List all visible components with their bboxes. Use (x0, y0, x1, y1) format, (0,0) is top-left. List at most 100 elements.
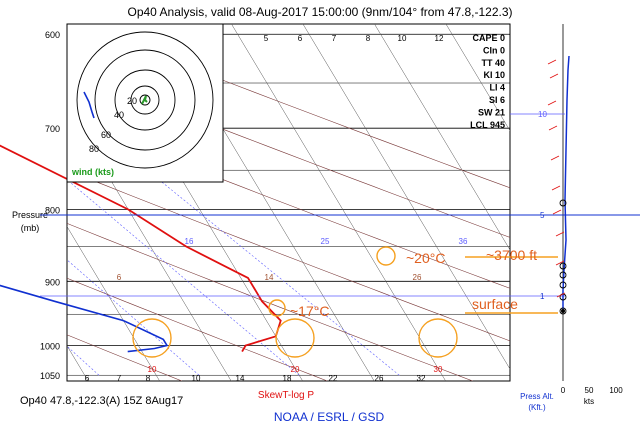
mixing-label-brown-6: 6 (117, 273, 122, 282)
hodograph-ring-label-20: 20 (127, 96, 137, 106)
isotherm-label-10: 10 (148, 365, 157, 374)
pressure-tick-800: 800 (45, 206, 60, 216)
hodograph-label: wind (kts) (71, 167, 114, 177)
figure-title: Op40 Analysis, valid 08-Aug-2017 15:00:0… (127, 5, 512, 19)
annot-text-17c: ~17°C (290, 303, 329, 319)
annotations: ~20°C ~3700 ft ~17°C surface (132, 246, 558, 358)
wind-barb-8 (555, 260, 565, 266)
wind-barb-1 (549, 73, 559, 79)
hodograph-trace-upper (83, 91, 95, 119)
wind-circle-1 (559, 262, 567, 270)
hodograph: 20 40 60 80 wind (kts) (71, 31, 214, 177)
mixing-label-blue-16: 16 (185, 237, 194, 246)
dry-adiabat-290 (67, 277, 328, 381)
y-axis-title-line1: Pressure (12, 210, 48, 220)
wind-barb-9 (556, 292, 566, 298)
top-tick-7: 7 (332, 34, 337, 43)
isotherm-40 (374, 24, 510, 251)
dry-adiabat-340 (77, 24, 510, 189)
wind-circle-0 (559, 199, 567, 207)
isotherm-50 (517, 24, 640, 381)
top-tick-5: 5 (264, 34, 269, 43)
mixing-ratio-25 (67, 179, 300, 376)
footer-location: Op40 47.8,-122.3(A) 15Z 8Aug17 (20, 395, 183, 407)
mixing-label-brown-26: 26 (413, 273, 422, 282)
hodograph-ring-60 (94, 49, 196, 151)
hodograph-ring-20 (130, 85, 160, 115)
isotherm-15 (67, 106, 232, 381)
press-alt-label-line2: (Kft.) (528, 403, 546, 412)
annot-circle-20 (275, 318, 315, 358)
wind-circle-3 (559, 281, 567, 289)
top-tick-12: 12 (435, 34, 444, 43)
pressure-tick-1050: 1050 (40, 371, 60, 381)
annot-text-3700ft: ~3700 ft (486, 247, 537, 263)
wind-circle-5 (559, 307, 567, 315)
index-si: SI 6 (489, 95, 505, 105)
x-tick-18: 18 (283, 374, 292, 383)
isotherm-45 (445, 24, 510, 132)
chart-type-label: SkewT-log P (258, 390, 314, 401)
annot-text-20c: ~20°C (406, 250, 445, 266)
top-tick-8: 8 (366, 34, 371, 43)
wind-circle-2 (559, 271, 567, 279)
annot-circle-10 (132, 318, 172, 358)
pressure-tick-700: 700 (45, 124, 60, 134)
mixing-label-blue-25: 25 (321, 237, 330, 246)
press-alt-tick-5: 5 (540, 211, 545, 220)
pressure-tick-900: 900 (45, 277, 60, 287)
index-lcl: LCL 945 (470, 120, 505, 130)
pressure-tick-1000: 1000 (40, 341, 60, 351)
annot-circle-30 (418, 318, 458, 358)
isotherm-30 (231, 24, 446, 381)
index-ki: KI 10 (483, 70, 505, 80)
wind-tick-50: 50 (585, 386, 594, 395)
x-tick-8: 8 (146, 374, 151, 383)
index-li: LI 4 (489, 83, 505, 93)
dry-adiabat-310 (67, 169, 510, 342)
x-tick-32: 32 (417, 374, 426, 383)
x-tick-6: 6 (85, 374, 90, 383)
press-alt-tick-1: 1 (540, 292, 545, 301)
index-cin: CIn 0 (483, 45, 505, 55)
wind-barb-3 (548, 125, 558, 131)
hodograph-ring-40 (114, 69, 176, 131)
wind-barb-7 (555, 231, 565, 237)
dry-adiabat-270 (0, 24, 37, 381)
x-tick-26: 26 (375, 374, 384, 383)
x-tick-10: 10 (192, 374, 201, 383)
annot-circle-inversion (376, 246, 396, 266)
hodograph-ring-80 (76, 31, 214, 169)
dry-adiabat-320 (67, 118, 510, 289)
top-tick-10: 10 (398, 34, 407, 43)
index-cape: CAPE 0 (472, 33, 505, 43)
hodograph-ring-inner (139, 94, 151, 106)
wind-circle-surface-dot (561, 309, 565, 313)
isotherm-55 (589, 24, 640, 381)
dewpoint-profile-line (0, 284, 169, 353)
hodograph-ring-label-80: 80 (89, 144, 99, 154)
wind-barb-5 (551, 185, 561, 191)
index-sw: SW 21 (478, 107, 505, 117)
isotherm-0 (0, 24, 17, 381)
annot-circle-surface (268, 299, 286, 317)
annot-text-surface: surface (472, 296, 518, 312)
wind-barb-4 (550, 155, 560, 161)
hodograph-trace-lower (141, 95, 148, 105)
x-tick-7: 7 (117, 374, 122, 383)
x-tick-22: 22 (329, 374, 338, 383)
pressure-tick-600: 600 (45, 30, 60, 40)
wind-unit: kts (584, 397, 594, 406)
x-tick-14: 14 (236, 374, 245, 383)
isotherm-label-20: 20 (291, 365, 300, 374)
wind-barb-0 (547, 59, 557, 65)
mixing-label-brown-14: 14 (265, 273, 274, 282)
hodograph-ring-label-40: 40 (114, 110, 124, 120)
hodograph-ring-label-60: 60 (101, 130, 111, 140)
wind-tick-0: 0 (561, 386, 566, 395)
mixing-label-blue-36: 36 (459, 237, 468, 246)
press-alt-tick-10: 10 (538, 110, 547, 119)
hodograph-frame (66, 23, 224, 183)
press-alt-panel: 10 5 1 Press Alt. (Kft.) 0 50 100 kts (40, 24, 640, 412)
dry-adiabat-300 (67, 223, 473, 381)
